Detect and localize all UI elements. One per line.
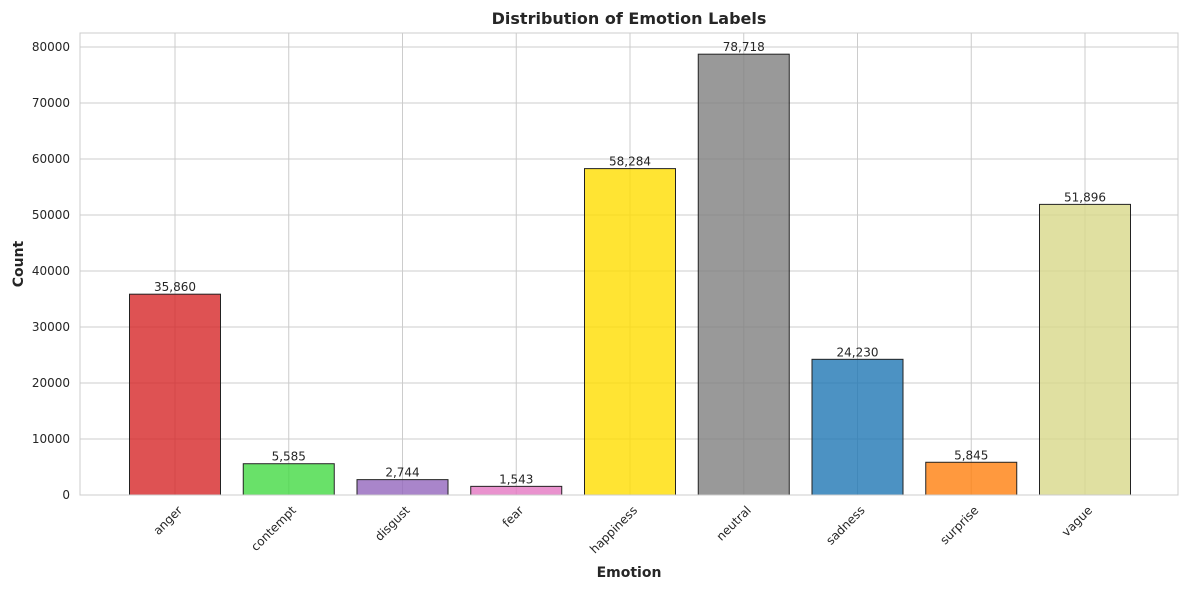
data-label-happiness: 58,284	[609, 155, 651, 169]
y-tick-label: 0	[62, 488, 70, 502]
plot-frame	[79, 32, 1179, 496]
bar-vague	[1039, 203, 1131, 496]
x-tick-label-contempt: contempt	[248, 503, 299, 554]
data-label-fear: 1,543	[499, 472, 533, 486]
y-tick-label: 10000	[32, 432, 70, 446]
x-tick-label-surprise: surprise	[937, 503, 981, 547]
chart-title: Distribution of Emotion Labels	[492, 9, 767, 28]
data-label-vague: 51,896	[1064, 190, 1106, 204]
y-tick-label: 70000	[32, 96, 70, 110]
x-tick-label-vague: vague	[1059, 503, 1095, 539]
bar-happiness	[584, 168, 676, 496]
data-label-surprise: 5,845	[954, 448, 988, 462]
x-tick-label-disgust: disgust	[372, 503, 413, 544]
y-tick-label: 60000	[32, 152, 70, 166]
data-label-disgust: 2,744	[385, 466, 419, 480]
x-tick-label-neutral: neutral	[714, 503, 754, 543]
data-label-neutral: 78,718	[723, 40, 765, 54]
y-tick-label: 40000	[32, 264, 70, 278]
bar-anger	[129, 293, 221, 496]
y-tick-label: 50000	[32, 208, 70, 222]
x-tick-label-sadness: sadness	[823, 503, 867, 547]
y-tick-label: 20000	[32, 376, 70, 390]
y-tick-label: 30000	[32, 320, 70, 334]
bar-fear	[470, 485, 563, 496]
x-tick-label-anger: anger	[151, 503, 186, 538]
x-tick-label-happiness: happiness	[587, 503, 640, 556]
y-axis-title: Count	[11, 240, 27, 287]
bar-surprise	[925, 461, 1018, 496]
bar-disgust	[356, 479, 449, 496]
data-label-contempt: 5,585	[272, 450, 306, 464]
bar-contempt	[242, 463, 335, 496]
data-label-sadness: 24,230	[837, 345, 879, 359]
data-label-anger: 35,860	[154, 280, 196, 294]
y-tick-label: 80000	[32, 40, 70, 54]
bar-neutral	[697, 53, 790, 496]
bars-layer	[129, 53, 1131, 496]
spine-layer	[79, 32, 1179, 496]
x-axis-title: Emotion	[597, 565, 662, 581]
x-tick-label-fear: fear	[500, 503, 527, 530]
bar-sadness	[811, 358, 904, 496]
